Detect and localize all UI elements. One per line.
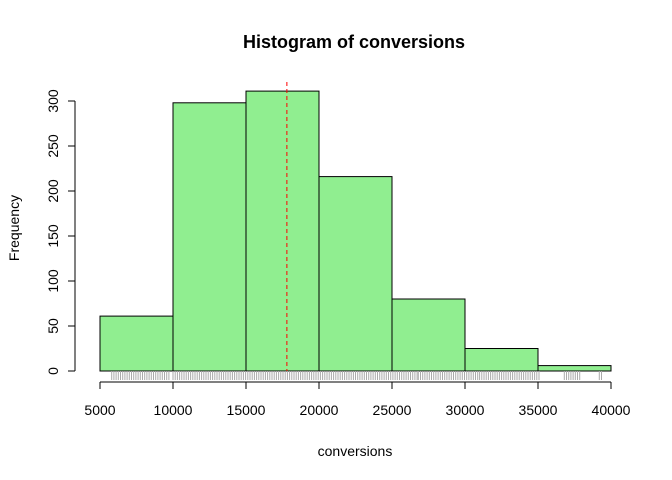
x-tick-label: 15000 bbox=[227, 402, 266, 418]
x-axis-label: conversions bbox=[318, 443, 393, 459]
x-tick-label: 25000 bbox=[373, 402, 412, 418]
y-axis: 0 50 100 150 200 250 300 bbox=[45, 89, 76, 375]
y-tick-label: 100 bbox=[45, 269, 61, 293]
chart-title: Histogram of conversions bbox=[243, 32, 465, 52]
x-tick-label: 10000 bbox=[154, 402, 193, 418]
bars-group bbox=[99, 90, 612, 372]
bar-3 bbox=[245, 90, 320, 372]
x-tick-label: 5000 bbox=[84, 402, 115, 418]
x-tick-label: 40000 bbox=[592, 402, 631, 418]
y-tick-label: 0 bbox=[45, 367, 61, 375]
bar-4 bbox=[318, 176, 393, 372]
x-tick-label: 30000 bbox=[446, 402, 485, 418]
y-tick-label: 200 bbox=[45, 179, 61, 203]
bar-6 bbox=[464, 348, 539, 372]
bar-5 bbox=[391, 298, 466, 372]
y-tick-label: 300 bbox=[45, 89, 61, 113]
rug-group bbox=[111, 371, 602, 380]
x-tick-label: 35000 bbox=[519, 402, 558, 418]
y-tick-label: 50 bbox=[45, 318, 61, 334]
y-tick-label: 250 bbox=[45, 134, 61, 158]
bar-1 bbox=[99, 315, 174, 372]
bar-2 bbox=[172, 102, 247, 372]
x-axis: 5000 10000 15000 20000 25000 30000 35000 40000 bbox=[84, 381, 631, 418]
x-tick-label: 20000 bbox=[300, 402, 339, 418]
bar-7 bbox=[537, 365, 612, 372]
y-axis-label: Frequency bbox=[6, 195, 22, 261]
y-tick-label: 150 bbox=[45, 224, 61, 248]
